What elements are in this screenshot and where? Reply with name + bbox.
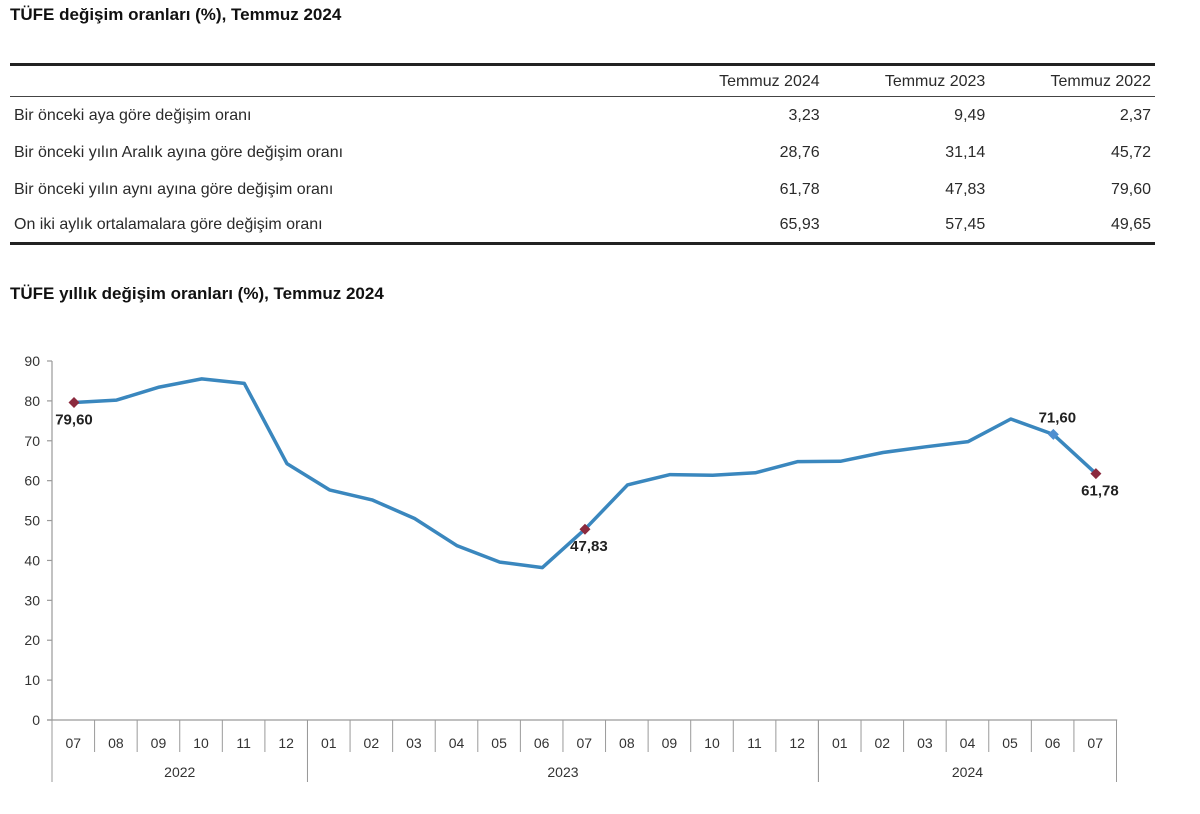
- x-tick-label: 07: [576, 735, 592, 751]
- row-header-blank: [10, 63, 658, 97]
- y-tick-label: 0: [32, 712, 40, 728]
- x-axis: 07 08 09 10 11 12 01 02 03 04 05 06 07 08 09 10 11 12 01 02…: [47, 719, 1118, 782]
- table-row: Bir önceki aya göre değişim oranı 3,23 9…: [10, 97, 1155, 135]
- data-markers: 79,60 47,83 71,60 61,78: [55, 396, 1119, 555]
- cell-value: 47,83: [945, 180, 986, 198]
- x-tick-label: 05: [1002, 735, 1018, 751]
- cell-value: 79,60: [1110, 180, 1151, 198]
- x-tick-label: 10: [704, 735, 720, 751]
- cell-value: 3,23: [788, 106, 820, 124]
- x-tick-label: 12: [278, 735, 294, 751]
- cell-value: 2,37: [1119, 106, 1151, 124]
- table-title: TÜFE değişim oranları (%), Temmuz 2024: [10, 5, 342, 24]
- x-tick-label: 04: [449, 735, 465, 751]
- x-tick-label: 03: [917, 735, 933, 751]
- diamond-marker-icon: [1090, 468, 1102, 480]
- x-tick-label: 02: [364, 735, 380, 751]
- x-tick-label: 05: [491, 735, 507, 751]
- cell-value: 9,49: [954, 106, 986, 124]
- row-label: On iki aylık ortalamalara göre değişim o…: [10, 208, 658, 245]
- cell-value: 31,14: [945, 143, 986, 161]
- x-tick-label: 10: [193, 735, 209, 751]
- diamond-marker-icon: [68, 396, 80, 408]
- x-tick-label: 08: [619, 735, 635, 751]
- table-header-row: Temmuz 2024 Temmuz 2023 Temmuz 2022: [10, 63, 1155, 97]
- table-row: Bir önceki yılın Aralık ayına göre değiş…: [10, 134, 1155, 171]
- y-tick-label: 20: [24, 632, 40, 648]
- x-tick-label: 01: [321, 735, 337, 751]
- column-header: Temmuz 2024: [658, 63, 824, 97]
- x-tick-label: 07: [1087, 735, 1103, 751]
- y-tick-label: 30: [24, 592, 40, 608]
- y-tick-label: 80: [24, 393, 40, 409]
- y-tick-label: 90: [24, 353, 40, 369]
- column-header: Temmuz 2023: [823, 63, 990, 97]
- x-tick-label: 02: [875, 735, 891, 751]
- y-tick-label: 50: [24, 513, 40, 529]
- x-tick-label: 06: [534, 735, 550, 751]
- table-row: Bir önceki yılın aynı ayına göre değişim…: [10, 171, 1155, 208]
- diamond-marker-icon: [1047, 428, 1059, 440]
- x-tick-label: 11: [747, 735, 762, 751]
- data-label: 71,60: [1039, 409, 1077, 426]
- x-tick-label: 04: [960, 735, 976, 751]
- year-label: 2022: [164, 764, 195, 780]
- year-label: 2024: [952, 764, 983, 780]
- x-tick-label: 09: [151, 735, 167, 751]
- y-tick-label: 60: [24, 473, 40, 489]
- data-label: 61,78: [1081, 483, 1119, 500]
- cell-value: 49,65: [989, 208, 1155, 245]
- cell-value: 28,76: [779, 143, 820, 161]
- x-tick-label: 07: [66, 735, 82, 751]
- row-label: Bir önceki aya göre değişim oranı: [14, 106, 252, 124]
- cpi-change-table: Temmuz 2024 Temmuz 2023 Temmuz 2022 Bir …: [10, 63, 1155, 245]
- cell-value: 57,45: [823, 208, 990, 245]
- x-tick-label: 01: [832, 735, 848, 751]
- table-row: On iki aylık ortalamalara göre değişim o…: [10, 208, 1155, 245]
- y-tick-label: 10: [24, 672, 40, 688]
- cell-value: 61,78: [779, 180, 820, 198]
- y-tick-label: 70: [24, 433, 40, 449]
- x-tick-label: 08: [108, 735, 124, 751]
- x-tick-label: 03: [406, 735, 422, 751]
- x-tick-label: 12: [789, 735, 805, 751]
- data-label: 79,60: [55, 411, 93, 428]
- y-tick-label: 40: [24, 552, 40, 568]
- cell-value: 45,72: [1110, 143, 1151, 161]
- row-label: Bir önceki yılın aynı ayına göre değişim…: [14, 180, 334, 198]
- row-label: Bir önceki yılın Aralık ayına göre değiş…: [14, 143, 344, 161]
- x-tick-label: 06: [1045, 735, 1061, 751]
- y-axis: 0 10 20 30 40 50 60 70 80 90: [24, 353, 53, 728]
- diamond-marker-icon: [579, 523, 591, 535]
- column-header: Temmuz 2022: [989, 63, 1155, 97]
- cell-value: 65,93: [658, 208, 824, 245]
- data-label: 47,83: [570, 538, 608, 555]
- x-tick-label: 09: [662, 735, 678, 751]
- x-tick-label: 11: [236, 735, 251, 751]
- year-label: 2023: [547, 764, 578, 780]
- chart-title: TÜFE yıllık değişim oranları (%), Temmuz…: [10, 284, 384, 303]
